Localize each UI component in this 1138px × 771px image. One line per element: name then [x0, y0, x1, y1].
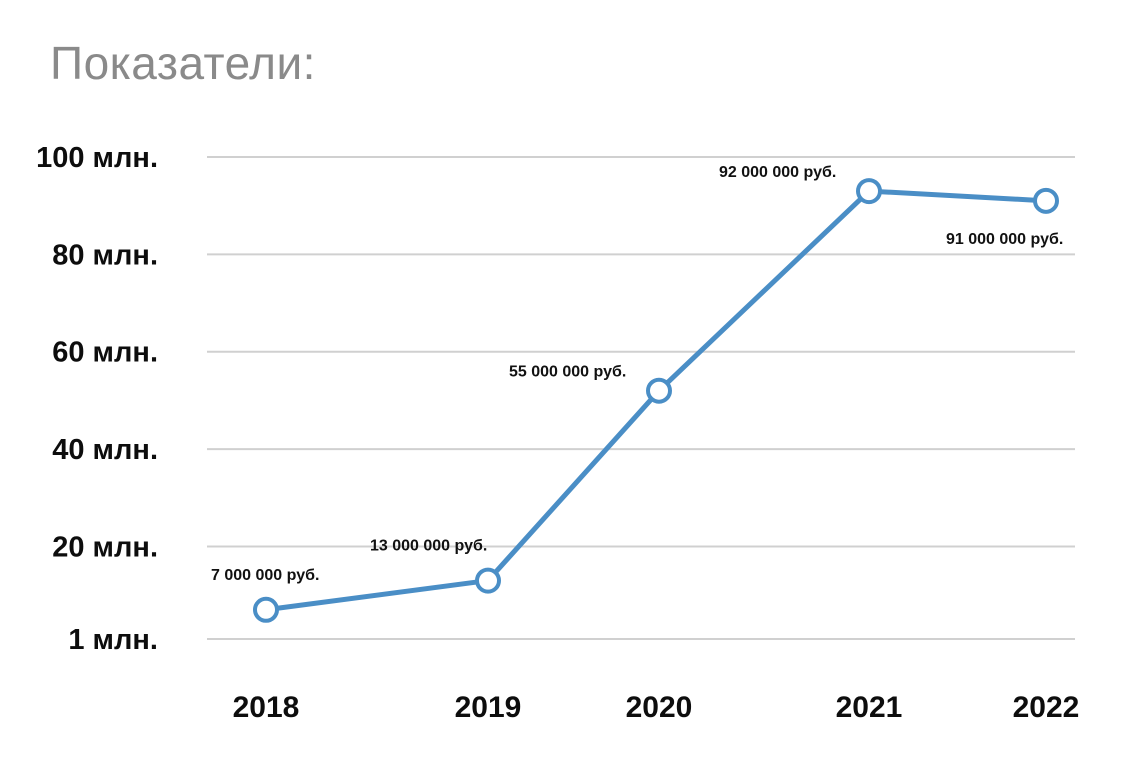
grid-lines — [207, 156, 1075, 640]
data-point — [253, 596, 279, 623]
y-tick-label: 80 млн. — [52, 239, 158, 271]
x-tick-label: 2022 — [1013, 691, 1080, 724]
x-axis-tick-labels: 2018 2019 2020 2021 2022 — [233, 691, 1080, 724]
y-tick-label: 60 млн. — [52, 337, 158, 369]
data-label: 13 000 000 руб. — [370, 538, 487, 555]
data-labels: 7 000 000 руб. 13 000 000 руб. 55 000 000 … — [211, 164, 1063, 584]
chart-title: Показатели: — [50, 37, 316, 89]
x-tick-label: 2020 — [626, 691, 693, 724]
data-label: 91 000 000 руб. — [946, 231, 1063, 248]
y-axis-tick-labels: 1 млн. 20 млн. 40 млн. 60 млн. 80 млн. 100 мл… — [36, 142, 158, 656]
y-tick-label: 20 млн. — [52, 531, 158, 563]
data-points — [253, 178, 1059, 623]
y-tick-label: 100 млн. — [36, 142, 158, 174]
data-point — [856, 178, 882, 205]
y-tick-label: 40 млн. — [52, 434, 158, 466]
x-tick-label: 2021 — [836, 691, 903, 724]
y-tick-label: 1 млн. — [68, 624, 158, 656]
data-point — [646, 377, 672, 404]
data-point — [475, 567, 501, 594]
data-point — [1033, 187, 1059, 214]
data-label: 7 000 000 руб. — [211, 567, 319, 584]
x-tick-label: 2018 — [233, 691, 300, 724]
x-tick-label: 2019 — [455, 691, 522, 724]
data-label: 55 000 000 руб. — [509, 364, 626, 381]
data-label: 92 000 000 руб. — [719, 164, 836, 181]
